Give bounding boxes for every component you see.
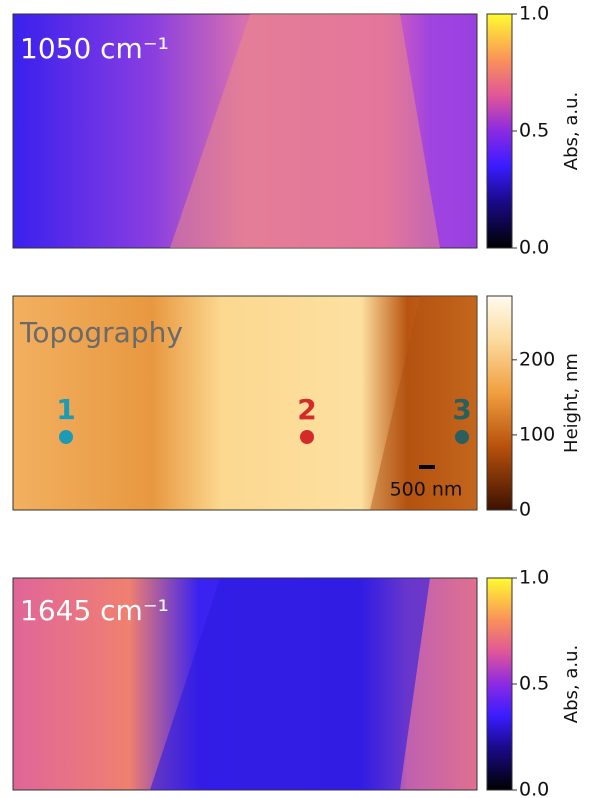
point-label: 1	[56, 393, 75, 426]
colorbar-label: Abs, a.u.	[561, 645, 582, 723]
colorbar	[486, 295, 513, 511]
scale-bar	[419, 465, 435, 469]
colorbar	[486, 577, 513, 791]
point-marker	[300, 430, 314, 444]
colorbar-label: Height, nm	[561, 353, 582, 453]
colorbar-label: Abs, a.u.	[561, 92, 582, 170]
colorbar-tick-label: 200	[519, 348, 555, 370]
colorbar-tick-label: 0.0	[519, 779, 549, 798]
point-label: 3	[452, 393, 471, 426]
colorbar-tick-label: 1.0	[519, 567, 549, 589]
colorbar-tick-label: 100	[519, 423, 555, 445]
colorbar	[486, 13, 513, 249]
panel-label: 1645 cm⁻¹	[20, 594, 169, 627]
image-band	[150, 578, 430, 790]
colorbar-tick-label: 1.0	[519, 3, 549, 25]
point-marker	[59, 430, 73, 444]
image-band	[370, 296, 477, 510]
colorbar-tick-label: 0.5	[519, 673, 549, 695]
colorbar-tick-label: 0.5	[519, 120, 549, 142]
panel-label: 1050 cm⁻¹	[20, 32, 169, 65]
image-band	[170, 14, 440, 248]
point-label: 2	[297, 393, 316, 426]
point-marker	[455, 430, 469, 444]
topography-image	[12, 295, 478, 511]
colorbar-tick-label: 0.0	[519, 237, 549, 259]
panel-label: Topography	[19, 316, 183, 349]
colorbar-tick-label: 0	[519, 499, 531, 521]
scale-bar-label: 500 nm	[390, 479, 463, 501]
